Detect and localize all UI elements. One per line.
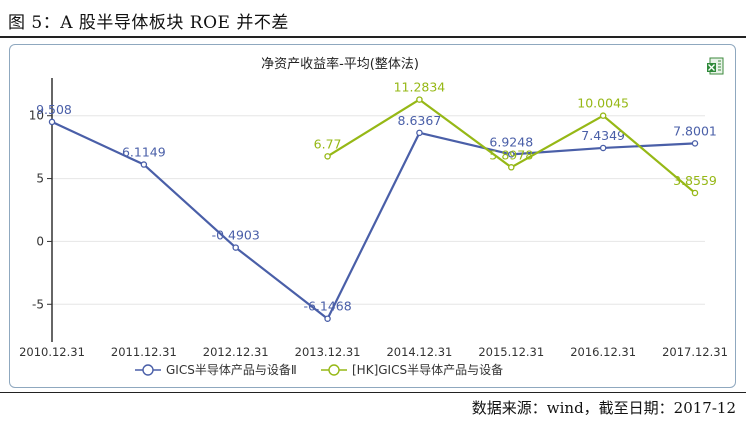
legend-label: GICS半导体产品与设备Ⅱ: [166, 363, 297, 377]
data-point[interactable]: [599, 144, 607, 152]
data-point[interactable]: [691, 140, 699, 147]
legend-marker: [328, 364, 340, 376]
y-tick-label: 0: [36, 234, 44, 248]
data-label: -6.1468: [303, 299, 351, 314]
bottom-rule: [0, 392, 746, 393]
data-point[interactable]: [599, 112, 607, 119]
data-point[interactable]: [232, 244, 239, 251]
source-note: 数据来源：wind，截至日期：2017-12: [471, 399, 736, 417]
x-tick-label: 2010.12.31: [19, 345, 85, 359]
x-tick-label: 2016.12.31: [570, 345, 636, 359]
legend-label: [HK]GICS半导体产品与设备: [352, 363, 503, 377]
x-tick-label: 2014.12.31: [386, 345, 452, 359]
legend-item-2[interactable]: [HK]GICS半导体产品与设备: [321, 363, 503, 377]
data-point[interactable]: [416, 96, 423, 103]
data-label: 6.9248: [489, 134, 533, 149]
data-label: 7.8001: [673, 123, 717, 138]
legend[interactable]: GICS半导体产品与设备Ⅱ [HK]GICS半导体产品与设备: [135, 363, 503, 377]
data-label: 5.8978: [489, 147, 533, 162]
line-chart: 净资产收益率-平均(整体法) -5 0 5 10 2010.12.31 2011.12.…: [19, 56, 728, 377]
x-tick-label: 2013.12.31: [295, 345, 361, 359]
y-tick-label: 10: [29, 109, 44, 123]
data-label: 6.1149: [122, 145, 166, 160]
data-point[interactable]: [508, 164, 515, 171]
data-label: 10.0045: [577, 96, 629, 111]
data-point[interactable]: [140, 161, 148, 168]
y-tick-label: 5: [36, 172, 44, 186]
data-point[interactable]: [324, 153, 331, 160]
data-point[interactable]: [48, 118, 56, 126]
data-label: 7.4349: [581, 128, 625, 143]
series-group: 9.508 6.1149 -0.4903 -6.1468 8.6367 6.9248 7.4…: [36, 80, 717, 322]
data-label: 11.2834: [394, 80, 446, 95]
legend-item-1[interactable]: GICS半导体产品与设备Ⅱ: [135, 363, 297, 377]
x-tick-label: 2015.12.31: [478, 345, 544, 359]
chart-title: 净资产收益率-平均(整体法): [261, 56, 419, 72]
x-axis-ticks: 2010.12.31 2011.12.31 2012.12.31 2013.12.31…: [19, 345, 728, 359]
data-label: 3.8559: [673, 173, 717, 188]
data-label: 9.508: [36, 102, 72, 117]
figure-title: 图 5：A 股半导体板块 ROE 并不差: [8, 13, 289, 33]
data-point[interactable]: [416, 129, 423, 137]
data-point[interactable]: [508, 151, 515, 158]
x-tick-label: 2017.12.31: [662, 345, 728, 359]
top-rule: [0, 36, 746, 38]
excel-export-icon[interactable]: [707, 57, 724, 75]
y-axis-ticks: -5 0 5 10: [29, 109, 52, 311]
y-tick-label: -5: [32, 297, 44, 311]
data-label: -0.4903: [212, 228, 260, 243]
data-label: 6.77: [314, 136, 342, 151]
data-point[interactable]: [324, 315, 331, 322]
series-line-1: [51, 120, 696, 320]
chart-container: 净资产收益率-平均(整体法) -5 0 5 10 2010.12.31 2011.12.…: [9, 44, 736, 388]
data-point[interactable]: [691, 189, 699, 197]
x-tick-label: 2012.12.31: [203, 345, 269, 359]
legend-marker: [142, 364, 154, 376]
data-label: 8.6367: [398, 113, 442, 128]
x-tick-label: 2011.12.31: [111, 345, 177, 359]
